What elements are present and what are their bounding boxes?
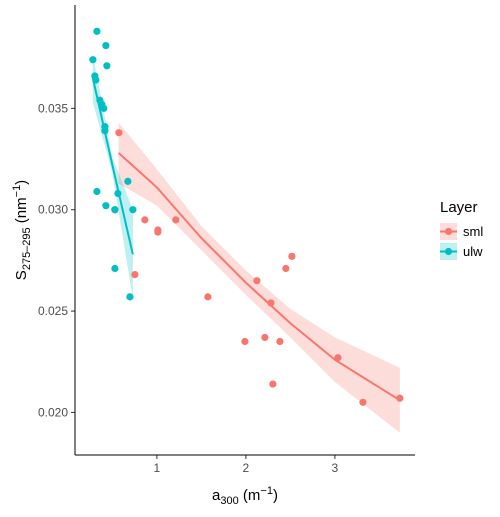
- point: [154, 228, 162, 236]
- point: [261, 333, 269, 342]
- point: [172, 216, 180, 224]
- y-tick-label: 0.020: [38, 405, 68, 419]
- point: [129, 206, 137, 214]
- y-label-part: (nm: [13, 197, 30, 227]
- x-label-part: (m: [239, 487, 261, 504]
- point: [100, 104, 108, 112]
- point: [276, 337, 284, 346]
- point: [269, 380, 277, 388]
- x-label-sup: −1: [260, 485, 273, 497]
- y-tick-label: 0.035: [38, 101, 68, 115]
- point: [103, 62, 111, 70]
- point: [131, 270, 139, 279]
- point: [141, 216, 149, 224]
- x-label-part: a: [212, 487, 221, 504]
- legend-key-point: [444, 227, 453, 236]
- y-tick-label: 0.025: [38, 304, 68, 318]
- point: [111, 206, 119, 214]
- point: [241, 337, 249, 346]
- x-axis-label: a300 (m−1): [212, 485, 278, 507]
- point: [115, 129, 123, 137]
- x-tick-label: 1: [154, 461, 161, 475]
- point: [253, 277, 261, 285]
- legend-title: Layer: [440, 199, 478, 216]
- y-tick-label: 0.030: [38, 203, 68, 217]
- x-tick-label: 2: [243, 461, 250, 475]
- point: [102, 41, 110, 50]
- point: [126, 293, 134, 301]
- point: [93, 27, 101, 35]
- confidence-band: [92, 53, 133, 299]
- y-label-sup: −1: [11, 185, 23, 198]
- point: [111, 264, 119, 273]
- point: [102, 202, 110, 210]
- x-tick-label: 3: [332, 461, 339, 475]
- point: [282, 264, 290, 273]
- y-label-sub: 275–295: [21, 227, 33, 270]
- y-axis-label: S275–295 (nm−1): [11, 180, 33, 280]
- point: [89, 56, 97, 64]
- point: [359, 398, 367, 406]
- confidence-band: [118, 122, 400, 433]
- point: [204, 293, 212, 301]
- fit-line: [91, 77, 134, 255]
- x-label-sub: 300: [220, 495, 238, 507]
- y-label-part: S: [13, 270, 30, 280]
- fit-line: [117, 152, 401, 402]
- legend-key-point: [444, 247, 453, 256]
- x-label-part: ): [273, 487, 278, 504]
- point: [124, 177, 132, 185]
- legend-label: ulw: [463, 244, 483, 259]
- legend-label: sml: [463, 224, 483, 239]
- y-label-part: ): [13, 180, 30, 185]
- point: [93, 187, 101, 196]
- point: [288, 252, 296, 260]
